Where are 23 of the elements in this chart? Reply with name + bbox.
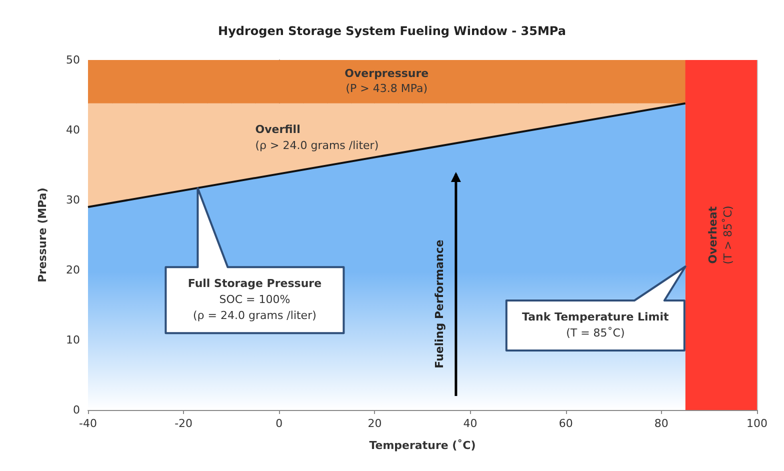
y-tick-label: 0 bbox=[73, 404, 80, 416]
x-axis-title: Temperature (˚C) bbox=[369, 439, 476, 452]
annotation: Tank Temperature Limit (T = 85˚C) bbox=[522, 310, 669, 340]
x-tick-label: -40 bbox=[79, 417, 97, 430]
x-tick-label: 100 bbox=[746, 417, 768, 430]
y-tick-label: 40 bbox=[66, 124, 80, 136]
y-tick-label: 20 bbox=[66, 264, 80, 276]
chart-title: Hydrogen Storage System Fueling Window - 35MPa bbox=[218, 24, 566, 38]
annotation: Fueling Performance bbox=[432, 240, 446, 368]
annotation: Full Storage Pressure SOC = 100% (ρ = 24.0 grams /liter) bbox=[188, 277, 322, 322]
band-label: Overpressure (P > 43.8 MPa) bbox=[344, 67, 429, 96]
annotation: Overfill (ρ > 24.0 grams /liter) bbox=[255, 123, 379, 152]
x-tick-label: -20 bbox=[174, 417, 193, 430]
x-tick-label: 20 bbox=[368, 417, 382, 430]
x-tick-label: 80 bbox=[654, 417, 668, 430]
y-axis-title: Pressure (MPa) bbox=[36, 188, 49, 282]
band-label: Overheat (T > 85˚C) bbox=[706, 206, 735, 264]
y-tick-label: 30 bbox=[66, 194, 80, 206]
y-tick-label: 10 bbox=[66, 334, 80, 346]
x-tick-label: 40 bbox=[463, 417, 478, 430]
x-tick-label: 60 bbox=[558, 417, 573, 430]
x-tick-label: 0 bbox=[276, 417, 283, 430]
y-tick-label: 50 bbox=[66, 54, 80, 66]
